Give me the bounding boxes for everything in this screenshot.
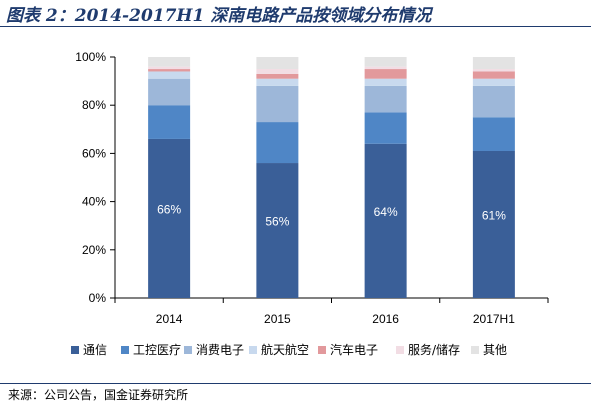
bar-segment <box>364 78 407 86</box>
bar-segment <box>472 85 515 118</box>
legend-label: 通信 <box>83 343 107 357</box>
bar-segment <box>364 143 407 298</box>
bar-segment <box>148 138 191 298</box>
bar-segment <box>472 69 515 72</box>
data-label: 64% <box>374 205 398 219</box>
bar-segment <box>472 117 515 151</box>
stacked-bar-chart: 0% 20% 40% 60% 80% 100% 66% 2014 56% 2015 64% 2016 6… <box>71 50 549 357</box>
bar-segment <box>364 66 407 70</box>
y-tick-label: 0% <box>89 291 107 305</box>
bar-segment <box>148 105 191 139</box>
legend-label: 汽车电子 <box>330 342 378 357</box>
bar-segment <box>256 122 299 164</box>
legend-label: 消费电子 <box>196 343 244 357</box>
legend-swatch <box>121 346 129 354</box>
bar-segment <box>256 73 299 79</box>
data-label: 61% <box>482 208 506 222</box>
source-note: 来源：公司公告，国金证券研究所 <box>8 388 189 402</box>
bar-segment <box>256 85 299 123</box>
bar-segment <box>472 57 515 70</box>
x-tick-label: 2015 <box>264 312 291 326</box>
legend-label: 其他 <box>483 343 507 357</box>
bar-segment <box>148 57 191 67</box>
legend-swatch <box>71 346 79 354</box>
x-tick-label: 2017H1 <box>473 312 515 326</box>
bar-segment <box>472 150 515 298</box>
legend-label: 服务/储存 <box>408 342 460 357</box>
data-label: 66% <box>157 202 181 216</box>
x-tick-label: 2016 <box>372 312 399 326</box>
bar-segment <box>148 71 191 79</box>
y-tick-label: 60% <box>82 146 106 160</box>
bar-segment <box>256 78 299 86</box>
figure-header: 图表 2：2014-2017H1 深南电路产品按领域分布情况 <box>0 0 591 26</box>
bar-segment <box>364 69 407 79</box>
title-divider <box>0 26 591 27</box>
y-tick-label: 80% <box>82 98 106 112</box>
bar-segment <box>364 85 407 113</box>
y-tick-label: 40% <box>82 195 106 209</box>
legend-swatch <box>184 346 192 354</box>
y-tick-label: 100% <box>75 50 106 64</box>
legend-swatch <box>471 346 479 354</box>
legend-swatch <box>318 346 326 354</box>
bar-segment <box>148 66 191 70</box>
footer-divider <box>0 383 591 384</box>
bar-segment <box>364 57 407 67</box>
bar-segment <box>256 57 299 70</box>
legend-swatch <box>396 346 404 354</box>
bar-segment <box>472 78 515 86</box>
legend-label: 工控医疗 <box>133 343 181 357</box>
legend-swatch <box>249 346 257 354</box>
bar-segment <box>148 78 191 106</box>
bar-segment <box>472 71 515 79</box>
bar-segment <box>364 112 407 144</box>
data-label: 56% <box>265 215 289 229</box>
y-tick-label: 20% <box>82 243 106 257</box>
bar-segment <box>148 69 191 72</box>
bar-segment <box>256 163 299 298</box>
figure-title: 图表 2：2014-2017H1 深南电路产品按领域分布情况 <box>6 6 432 26</box>
bar-segment <box>256 69 299 74</box>
legend-label: 航天航空 <box>261 342 309 357</box>
x-tick-label: 2014 <box>156 312 183 326</box>
